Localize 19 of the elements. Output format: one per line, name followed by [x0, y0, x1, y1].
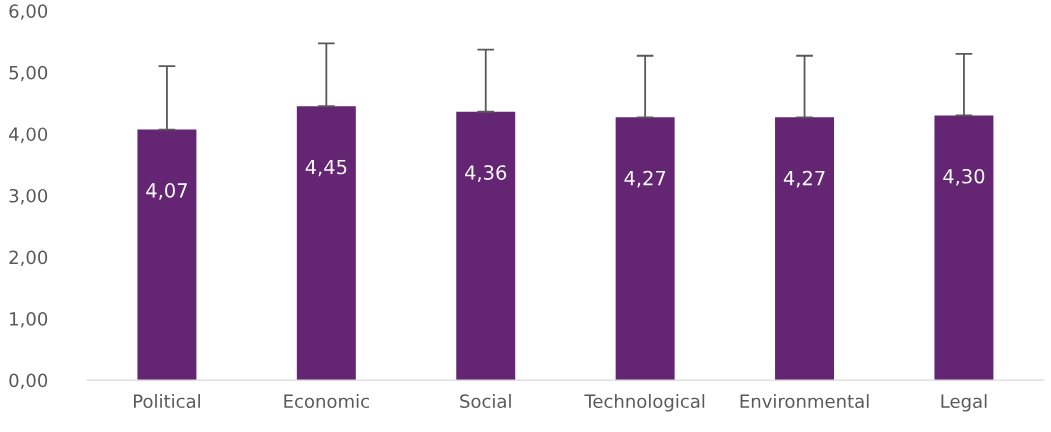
x-tick-label: Environmental — [740, 394, 869, 409]
x-tick-label: Legal — [941, 394, 987, 412]
data-label: 4,36 — [465, 165, 507, 182]
y-tick-label: 3,00 — [9, 188, 48, 205]
x-tick-label: Political — [134, 394, 200, 409]
data-label: 4,27 — [783, 170, 825, 188]
x-tick-label: Social — [460, 394, 511, 409]
y-tick-label: 0,00 — [9, 373, 48, 390]
data-label: 4,07 — [146, 183, 187, 200]
y-tick-label: 6,00 — [9, 4, 48, 20]
data-label: 4,27 — [624, 170, 666, 188]
y-tick-label: 4,00 — [9, 127, 48, 143]
y-tick-label: 2,00 — [9, 250, 48, 266]
y-tick-label: 5,00 — [9, 65, 48, 82]
x-tick-label: Economic — [284, 394, 369, 409]
data-label: 4,30 — [943, 168, 985, 186]
x-tick-label: Technological — [584, 394, 705, 412]
data-label: 4,45 — [305, 159, 347, 177]
y-tick-label: 1,00 — [10, 312, 48, 328]
